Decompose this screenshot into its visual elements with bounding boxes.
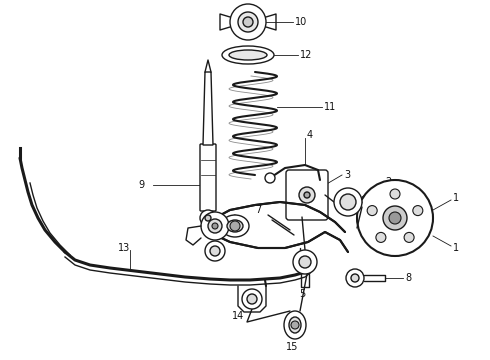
Circle shape: [351, 274, 359, 282]
Circle shape: [357, 180, 433, 256]
Circle shape: [299, 187, 315, 203]
Circle shape: [404, 233, 414, 242]
Text: 9: 9: [138, 180, 144, 190]
Ellipse shape: [227, 220, 243, 232]
Circle shape: [389, 212, 401, 224]
Text: 14: 14: [232, 311, 244, 321]
Circle shape: [242, 289, 262, 309]
Circle shape: [383, 206, 407, 230]
Text: 10: 10: [295, 17, 307, 27]
Text: 4: 4: [307, 130, 313, 140]
Circle shape: [210, 246, 220, 256]
Text: 12: 12: [300, 50, 313, 60]
Circle shape: [413, 206, 423, 216]
Circle shape: [304, 192, 310, 198]
Circle shape: [376, 233, 386, 242]
Text: 8: 8: [405, 273, 411, 283]
Circle shape: [299, 256, 311, 268]
Circle shape: [205, 215, 211, 221]
Circle shape: [247, 294, 257, 304]
Circle shape: [390, 189, 400, 199]
Circle shape: [367, 206, 377, 216]
Circle shape: [340, 194, 356, 210]
FancyBboxPatch shape: [200, 144, 216, 211]
Text: 2: 2: [385, 177, 391, 187]
FancyBboxPatch shape: [286, 170, 328, 220]
Circle shape: [212, 223, 218, 229]
Text: 6: 6: [203, 219, 209, 229]
Text: 5: 5: [299, 289, 305, 299]
Circle shape: [200, 210, 216, 226]
Text: 7: 7: [255, 205, 261, 215]
Circle shape: [238, 12, 258, 32]
Ellipse shape: [289, 317, 301, 333]
Circle shape: [346, 269, 364, 287]
Circle shape: [243, 17, 253, 27]
Circle shape: [291, 321, 299, 329]
Text: 13: 13: [118, 243, 130, 253]
Ellipse shape: [221, 215, 249, 237]
Circle shape: [334, 188, 362, 216]
Text: 3: 3: [344, 170, 350, 180]
Circle shape: [265, 173, 275, 183]
Circle shape: [293, 250, 317, 274]
Circle shape: [230, 4, 266, 40]
Circle shape: [201, 212, 229, 240]
Ellipse shape: [229, 50, 267, 60]
Ellipse shape: [222, 46, 274, 64]
Circle shape: [230, 221, 240, 231]
Polygon shape: [203, 72, 213, 145]
Text: 1: 1: [453, 193, 459, 203]
Ellipse shape: [284, 311, 306, 339]
Text: 1: 1: [453, 243, 459, 253]
Circle shape: [208, 219, 222, 233]
Text: 11: 11: [324, 102, 336, 112]
Text: 15: 15: [286, 342, 298, 352]
Circle shape: [205, 241, 225, 261]
